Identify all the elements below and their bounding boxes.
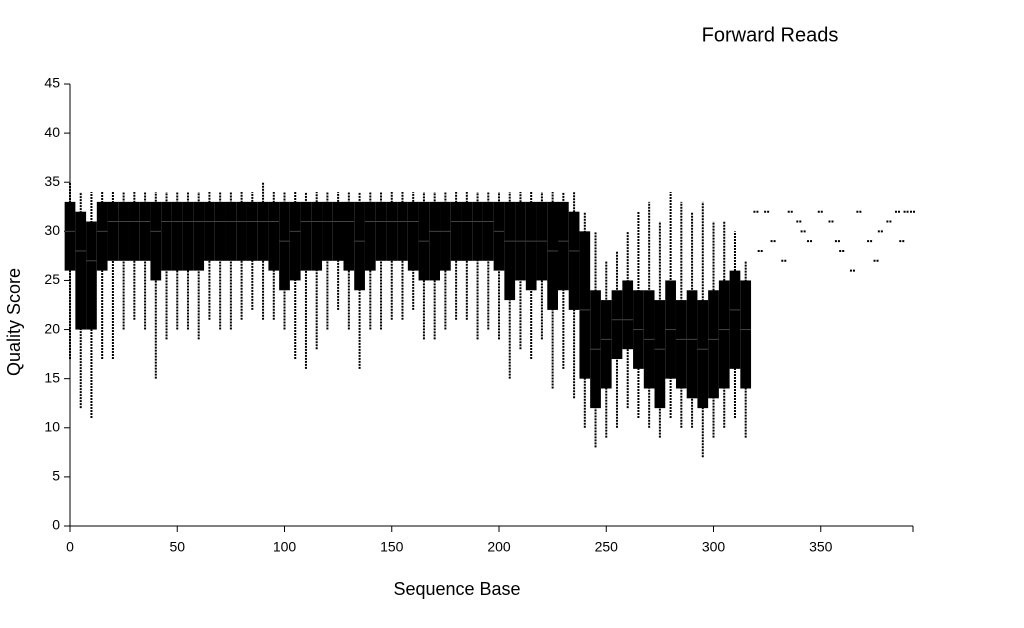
box [257, 201, 269, 261]
box [161, 201, 172, 271]
box [482, 201, 494, 261]
box [675, 300, 687, 389]
box [139, 201, 151, 261]
box [386, 201, 398, 261]
box [300, 201, 312, 271]
box [322, 201, 333, 261]
chart-title: Forward Reads [702, 24, 839, 46]
box [96, 201, 108, 271]
x-tick-label: 50 [169, 539, 185, 555]
box [729, 270, 741, 369]
box [75, 211, 87, 330]
box [236, 201, 247, 261]
box [547, 201, 558, 310]
box [128, 201, 140, 261]
box [718, 280, 730, 389]
x-tick-label: 100 [273, 539, 297, 555]
box [354, 201, 365, 291]
box [193, 201, 205, 271]
box [268, 201, 280, 271]
box [429, 201, 441, 281]
box [171, 201, 183, 271]
box [118, 201, 129, 261]
box [708, 290, 719, 399]
box [525, 201, 537, 291]
box [568, 211, 580, 310]
box [407, 201, 419, 271]
box [107, 201, 119, 261]
box [600, 300, 612, 389]
y-tick-label: 0 [52, 517, 60, 533]
box [740, 280, 752, 389]
x-tick-label: 200 [487, 539, 511, 555]
box [686, 290, 698, 399]
x-tick-label: 150 [380, 539, 404, 555]
box [654, 300, 666, 409]
x-tick-label: 0 [66, 539, 74, 555]
box [246, 201, 258, 261]
y-tick-label: 10 [44, 418, 60, 434]
box [364, 201, 376, 271]
box [64, 201, 76, 271]
box [150, 201, 162, 281]
y-tick-label: 35 [44, 173, 60, 189]
box [86, 221, 97, 330]
box [622, 280, 634, 350]
x-tick-label: 250 [595, 539, 619, 555]
box [225, 201, 237, 261]
y-tick-label: 45 [44, 75, 60, 91]
box [461, 201, 473, 261]
box [493, 201, 505, 271]
y-tick-label: 15 [44, 369, 60, 385]
box [579, 231, 591, 379]
box [311, 201, 323, 271]
box [611, 290, 623, 360]
y-tick-label: 5 [52, 468, 60, 484]
y-tick-label: 20 [44, 320, 60, 336]
y-tick-label: 25 [44, 271, 60, 287]
box [214, 201, 226, 261]
box [182, 201, 194, 271]
box [375, 201, 387, 261]
y-axis-label: Quality Score [4, 268, 24, 376]
x-axis-label: Sequence Base [393, 579, 520, 599]
box [279, 201, 290, 291]
box [697, 300, 709, 409]
box [450, 201, 462, 261]
box [204, 201, 215, 261]
x-tick-label: 350 [809, 539, 833, 555]
box [343, 201, 355, 271]
x-tick-label: 300 [702, 539, 726, 555]
box [504, 201, 516, 301]
y-tick-label: 30 [44, 222, 60, 238]
box [289, 201, 301, 281]
box [440, 201, 451, 271]
box [557, 201, 569, 291]
box [332, 201, 344, 261]
y-tick-label: 40 [44, 124, 60, 140]
box [472, 201, 483, 261]
box [397, 201, 408, 261]
